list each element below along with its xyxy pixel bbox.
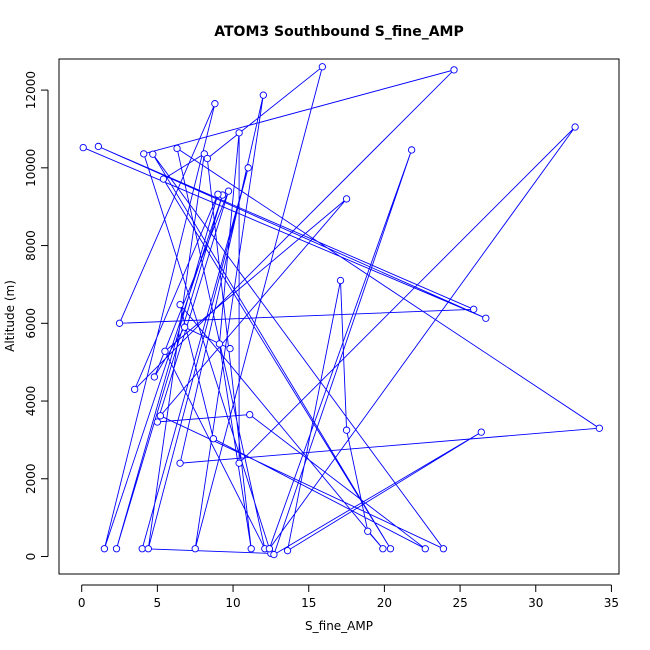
data-point <box>215 340 224 348</box>
x-tick-label: 35 <box>604 596 619 610</box>
data-point <box>247 545 255 553</box>
series-lines <box>83 65 601 556</box>
data-point <box>138 545 146 553</box>
y-tick-label: 6000 <box>24 308 38 339</box>
data-point <box>421 545 429 553</box>
data-point <box>156 412 165 420</box>
data-point <box>224 187 233 195</box>
chart-title: ATOM3 Southbound S_fine_AMP <box>214 24 464 40</box>
data-point <box>342 426 351 434</box>
data-point <box>214 190 222 198</box>
data-point <box>203 154 211 163</box>
data-point <box>379 545 387 553</box>
y-tick-label: 2000 <box>24 464 38 495</box>
x-tick-label: 20 <box>377 596 392 610</box>
data-point <box>450 66 458 74</box>
y-tick-label: 12000 <box>24 71 38 109</box>
data-point <box>439 545 448 553</box>
data-point <box>477 428 485 436</box>
y-axis-label: Altitude (m) <box>3 280 17 352</box>
data-point <box>150 373 159 381</box>
data-point <box>342 195 351 203</box>
series-points <box>79 63 603 559</box>
x-tick-label: 5 <box>154 596 162 610</box>
data-point <box>100 545 109 553</box>
data-point <box>94 142 103 151</box>
x-tick-label: 15 <box>301 596 316 610</box>
data-point <box>259 91 267 99</box>
data-point <box>244 164 252 172</box>
data-point <box>153 418 162 426</box>
x-axis-label: S_fine_AMP <box>305 619 373 633</box>
data-point <box>235 459 243 467</box>
data-point <box>176 459 184 467</box>
plot-area-frame <box>58 58 620 575</box>
data-point <box>482 314 490 322</box>
data-point <box>79 143 87 152</box>
data-point <box>246 410 254 419</box>
data-point <box>226 344 234 353</box>
x-tick-label: 25 <box>452 596 467 610</box>
data-point <box>364 527 372 535</box>
data-point <box>336 276 345 285</box>
x-tick-label: 0 <box>78 596 86 610</box>
data-point <box>149 150 157 158</box>
data-point <box>112 545 121 553</box>
data-point <box>176 300 184 309</box>
data-point <box>209 435 218 443</box>
data-point <box>386 545 395 553</box>
data-point <box>407 146 416 154</box>
data-point <box>235 129 243 137</box>
y-axis: 0 2000 4000 6000 8000 10000 12000 <box>24 71 49 561</box>
y-tick-label: 0 <box>24 553 38 561</box>
x-tick-label: 30 <box>528 596 543 610</box>
data-point <box>191 545 199 553</box>
y-tick-label: 8000 <box>24 230 38 261</box>
data-point <box>180 323 189 331</box>
y-tick-label: 10000 <box>24 149 38 187</box>
data-point <box>144 545 152 553</box>
data-point <box>571 123 579 131</box>
y-tick-label: 4000 <box>24 386 38 417</box>
data-point <box>159 175 168 183</box>
data-point <box>595 424 603 432</box>
data-point <box>115 319 124 327</box>
data-point <box>283 547 292 555</box>
data-point <box>470 305 478 313</box>
data-point <box>318 63 327 71</box>
series-line <box>83 65 601 556</box>
data-point <box>140 150 148 158</box>
data-point <box>131 385 139 394</box>
data-point <box>161 347 169 355</box>
x-axis: 0 5 10 15 20 25 30 35 <box>78 584 619 610</box>
x-tick-label: 10 <box>225 596 240 610</box>
data-point <box>211 100 219 108</box>
data-point <box>270 550 278 559</box>
data-point <box>265 545 274 553</box>
data-point <box>173 144 181 153</box>
